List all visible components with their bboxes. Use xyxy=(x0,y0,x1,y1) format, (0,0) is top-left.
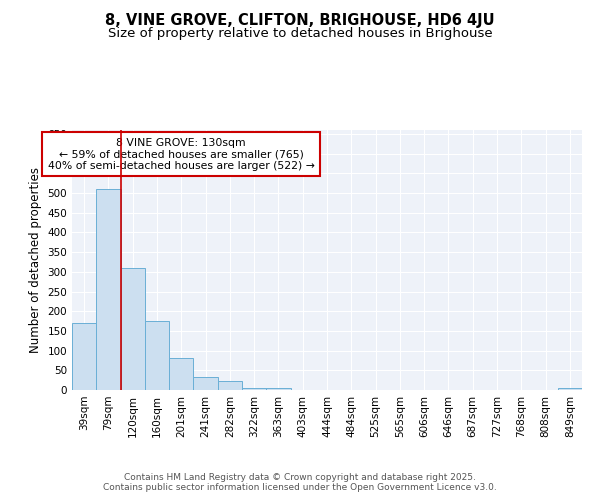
Bar xyxy=(558,388,582,390)
Y-axis label: Number of detached properties: Number of detached properties xyxy=(29,167,42,353)
Text: 8 VINE GROVE: 130sqm
← 59% of detached houses are smaller (765)
40% of semi-deta: 8 VINE GROVE: 130sqm ← 59% of detached h… xyxy=(48,138,315,171)
Bar xyxy=(169,358,193,390)
Text: Contains HM Land Registry data © Crown copyright and database right 2025.
Contai: Contains HM Land Registry data © Crown c… xyxy=(103,473,497,492)
Text: 8, VINE GROVE, CLIFTON, BRIGHOUSE, HD6 4JU: 8, VINE GROVE, CLIFTON, BRIGHOUSE, HD6 4… xyxy=(105,12,495,28)
Bar xyxy=(145,321,169,390)
Bar xyxy=(193,377,218,390)
Bar xyxy=(218,382,242,390)
Bar xyxy=(96,189,121,390)
Bar xyxy=(72,323,96,390)
Bar xyxy=(121,268,145,390)
Text: Size of property relative to detached houses in Brighouse: Size of property relative to detached ho… xyxy=(107,28,493,40)
Bar xyxy=(266,388,290,390)
Bar xyxy=(242,388,266,390)
